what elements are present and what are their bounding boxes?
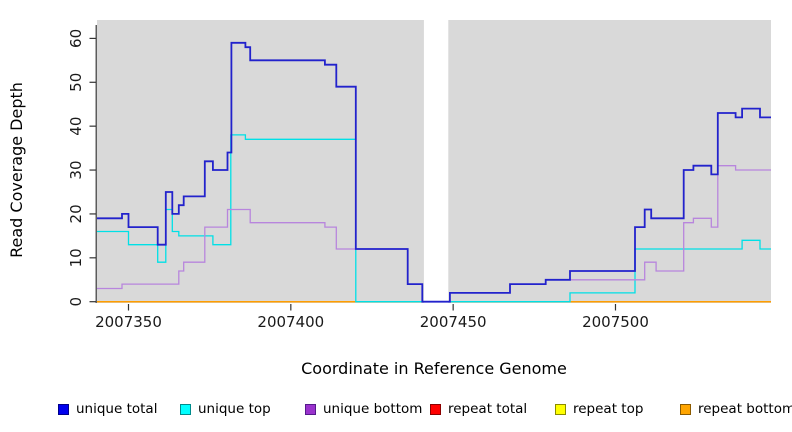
legend-swatch [58, 403, 69, 415]
legend-swatch [555, 403, 566, 415]
legend-label: unique top [198, 401, 271, 417]
y-tick-label: 30 [67, 161, 85, 180]
legend-item: repeat top [555, 399, 643, 419]
legend-label: repeat top [573, 401, 644, 417]
x-tick-label: 2007500 [582, 313, 649, 331]
legend-swatch [180, 403, 191, 415]
x-tick-label: 2007400 [257, 313, 324, 331]
legend-swatch [680, 403, 691, 415]
series-unique-top-line [97, 134, 771, 303]
legend-label: repeat total [448, 401, 528, 417]
series-unique-total-line [97, 41, 771, 303]
y-axis-title: Read Coverage Depth [7, 82, 26, 258]
y-tick-label: 50 [67, 73, 85, 92]
y-tick-label: 60 [67, 29, 85, 48]
y-tick-label: 0 [67, 297, 85, 307]
plot-layer: 0 10 20 30 40 50 60 2007350 2007400 2007450 200750… [67, 19, 771, 331]
legend-swatch [430, 403, 441, 415]
x-tick-label: 2007350 [95, 313, 162, 331]
y-tick-label: 40 [67, 117, 85, 136]
legend-label: unique bottom [323, 401, 423, 417]
x-tick-label: 2007450 [420, 313, 487, 331]
legend-item: unique top [180, 399, 271, 419]
legend-label: repeat bottom [698, 401, 792, 417]
chart-svg: 0 10 20 30 40 50 60 2007350 2007400 2007450 200750… [7, 19, 771, 378]
legend-swatch [305, 403, 316, 415]
legend-item: repeat bottom [680, 399, 792, 419]
y-tick-label: 20 [67, 204, 85, 223]
y-tick-label: 10 [67, 248, 85, 267]
x-axis-title: Coordinate in Reference Genome [301, 359, 567, 378]
legend-item: repeat total [430, 399, 527, 419]
legend-item: unique bottom [305, 399, 422, 419]
coverage-gap-region [423, 19, 449, 304]
legend-item: unique total [58, 399, 157, 419]
legend-label: unique total [76, 401, 158, 417]
chart-legend: unique total unique top unique bottom re… [0, 399, 792, 423]
